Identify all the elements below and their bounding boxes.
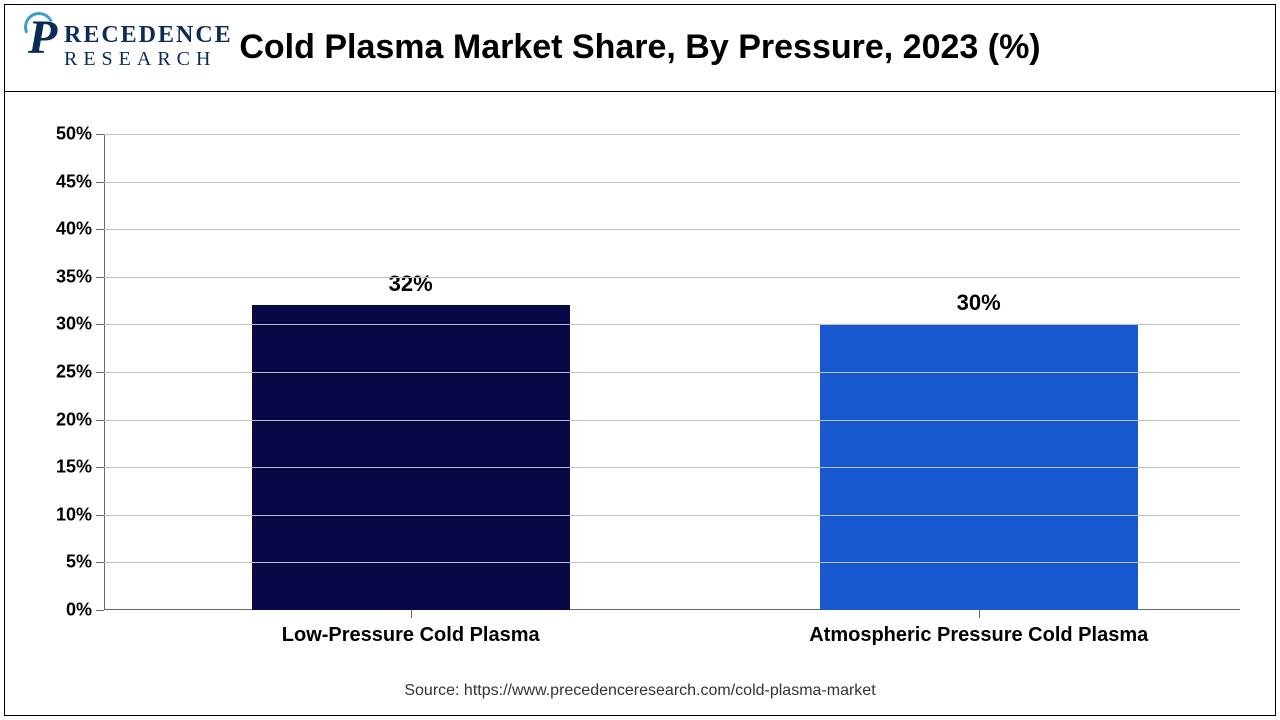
gridline <box>104 562 1240 563</box>
y-tick-mark <box>96 324 104 325</box>
gridline <box>104 324 1240 325</box>
gridline <box>104 134 1240 135</box>
x-tick-mark <box>411 610 412 618</box>
source-attribution: Source: https://www.precedenceresearch.c… <box>0 682 1280 700</box>
x-category-label: Atmospheric Pressure Cold Plasma <box>809 624 1148 647</box>
y-tick-mark <box>96 134 104 135</box>
y-tick-label: 50% <box>56 124 92 145</box>
gridline <box>104 229 1240 230</box>
bar: 32% <box>252 305 570 610</box>
logo-text-line2: RESEARCH <box>64 48 216 71</box>
logo-text-line1: RECEDENCE <box>64 22 233 49</box>
y-tick-label: 10% <box>56 504 92 525</box>
x-tick-mark <box>979 610 980 618</box>
y-tick-mark <box>96 515 104 516</box>
y-tick-mark <box>96 372 104 373</box>
y-tick-label: 25% <box>56 362 92 383</box>
y-tick-mark <box>96 182 104 183</box>
chart-plot-area: 32%30% 0%5%10%15%20%25%30%35%40%45%50%Lo… <box>104 134 1240 610</box>
x-category-label: Low-Pressure Cold Plasma <box>282 624 540 647</box>
bar-value-label: 32% <box>389 271 433 297</box>
gridline <box>104 467 1240 468</box>
y-tick-mark <box>96 610 104 611</box>
y-tick-label: 40% <box>56 219 92 240</box>
y-tick-label: 35% <box>56 266 92 287</box>
gridline <box>104 515 1240 516</box>
header-band: P RECEDENCE RESEARCH Cold Plasma Market … <box>4 4 1276 92</box>
y-tick-mark <box>96 277 104 278</box>
gridline <box>104 182 1240 183</box>
y-tick-mark <box>96 420 104 421</box>
y-tick-label: 30% <box>56 314 92 335</box>
y-tick-label: 0% <box>66 600 92 621</box>
gridline <box>104 420 1240 421</box>
y-tick-label: 5% <box>66 552 92 573</box>
gridline <box>104 277 1240 278</box>
y-tick-mark <box>96 467 104 468</box>
bar-value-label: 30% <box>957 290 1001 316</box>
y-tick-mark <box>96 229 104 230</box>
logo-mark-icon: P <box>28 10 57 65</box>
y-tick-mark <box>96 562 104 563</box>
y-tick-label: 45% <box>56 171 92 192</box>
y-tick-label: 15% <box>56 457 92 478</box>
gridline <box>104 372 1240 373</box>
y-tick-label: 20% <box>56 409 92 430</box>
brand-logo: P RECEDENCE RESEARCH <box>28 16 248 80</box>
